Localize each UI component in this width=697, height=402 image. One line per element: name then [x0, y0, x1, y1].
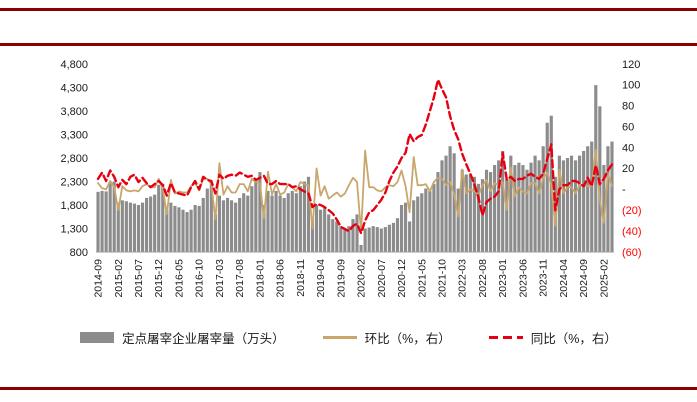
legend-label-yoy: 同比（%，右）	[530, 332, 617, 346]
header-rule-top	[0, 8, 697, 11]
svg-text:2015-07: 2015-07	[133, 259, 145, 298]
legend-item-yoy: 同比（%，右）	[488, 328, 617, 347]
svg-text:2017-03: 2017-03	[214, 259, 226, 298]
svg-text:2020-12: 2020-12	[396, 259, 408, 298]
svg-text:40: 40	[622, 142, 634, 154]
svg-text:2022-08: 2022-08	[477, 259, 489, 298]
svg-text:4,800: 4,800	[60, 59, 88, 71]
legend-label-slaughter-volume: 定点屠宰企业屠宰量（万头）	[122, 332, 285, 346]
svg-text:120: 120	[622, 59, 640, 71]
svg-text:2015-02: 2015-02	[113, 259, 125, 298]
svg-text:2016-05: 2016-05	[174, 259, 186, 298]
svg-text:2015-12: 2015-12	[153, 259, 165, 298]
svg-text:2017-08: 2017-08	[234, 259, 246, 298]
svg-text:2,300: 2,300	[60, 176, 88, 188]
svg-text:80: 80	[622, 101, 634, 113]
svg-text:2019-09: 2019-09	[335, 259, 347, 298]
svg-text:3,300: 3,300	[60, 129, 88, 141]
svg-text:1,800: 1,800	[60, 200, 88, 212]
svg-text:2018-11: 2018-11	[295, 259, 307, 297]
legend-item-mom: 环比（%，右）	[322, 328, 451, 347]
svg-text:(60): (60)	[622, 247, 642, 259]
svg-text:3,800: 3,800	[60, 106, 88, 118]
svg-text:2023-11: 2023-11	[538, 259, 550, 297]
svg-text:2023-01: 2023-01	[497, 259, 509, 298]
svg-text:2,800: 2,800	[60, 153, 88, 165]
svg-text:-: -	[622, 184, 626, 196]
svg-text:2021-10: 2021-10	[437, 259, 449, 298]
header-rule-secondary	[0, 43, 697, 46]
svg-text:2020-07: 2020-07	[376, 259, 388, 298]
svg-text:4,300: 4,300	[60, 82, 88, 94]
svg-text:2024-09: 2024-09	[578, 259, 590, 298]
legend-label-mom: 环比（%，右）	[364, 332, 451, 346]
svg-text:(40): (40)	[622, 226, 642, 238]
chart-legend: 定点屠宰企业屠宰量（万头） 环比（%，右） 同比（%，右）	[0, 328, 697, 347]
svg-text:2023-06: 2023-06	[517, 259, 529, 298]
svg-text:2018-06: 2018-06	[275, 259, 287, 298]
legend-item-slaughter-volume: 定点屠宰企业屠宰量（万头）	[80, 328, 285, 347]
svg-text:1,300: 1,300	[60, 223, 88, 235]
svg-text:(20): (20)	[622, 205, 642, 217]
svg-text:2018-01: 2018-01	[254, 259, 266, 298]
svg-text:2024-04: 2024-04	[558, 259, 570, 298]
svg-text:20: 20	[622, 163, 634, 175]
svg-text:2020-02: 2020-02	[356, 259, 368, 298]
slaughter-volume-chart: 4,800 4,300 3,800 3,300 2,800 2,300 1,800 1,300…	[28, 50, 673, 322]
svg-text:100: 100	[622, 80, 640, 92]
svg-text:2019-04: 2019-04	[315, 259, 327, 298]
svg-text:2025-02: 2025-02	[598, 259, 610, 298]
svg-text:2021-05: 2021-05	[416, 259, 428, 298]
svg-text:2022-03: 2022-03	[457, 259, 469, 298]
gray-bar-swatch-icon	[80, 332, 115, 343]
tan-line-swatch-icon	[322, 336, 357, 339]
chart-svg: 4,800 4,300 3,800 3,300 2,800 2,300 1,800 1,300…	[60, 59, 642, 298]
svg-text:2016-10: 2016-10	[194, 259, 206, 298]
red-dashed-swatch-icon	[488, 336, 523, 339]
footer-rule	[0, 387, 697, 390]
svg-text:60: 60	[622, 122, 634, 134]
svg-text:800: 800	[70, 247, 88, 259]
svg-text:2014-09: 2014-09	[93, 259, 105, 298]
